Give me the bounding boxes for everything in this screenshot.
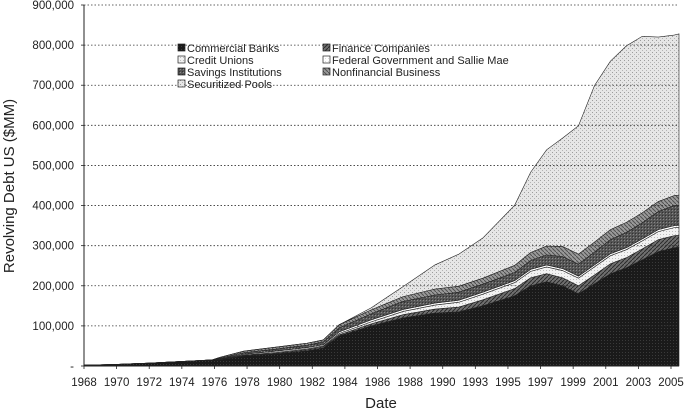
x-tick-label: 1968: [71, 377, 97, 389]
axes: [83, 5, 679, 367]
y-tick-label: 200,000: [32, 281, 74, 293]
legend: Commercial Banks Finance Companies Credit …: [177, 43, 509, 91]
x-tick-label: 1974: [169, 377, 195, 389]
y-tick-label: 300,000: [32, 241, 74, 253]
x-tick-label: 1980: [267, 377, 293, 389]
y-tick-label: 400,000: [32, 201, 74, 213]
y-tick-label: 800,000: [32, 40, 74, 52]
x-tick-label: 1982: [299, 377, 325, 389]
legend-label-commercial-banks: Commercial Banks: [187, 43, 280, 55]
x-tick-label: 1990: [430, 377, 456, 389]
x-tick-label: 1997: [528, 377, 554, 389]
y-tick-label: 100,000: [32, 321, 74, 333]
y-tick-label: 600,000: [32, 120, 74, 132]
x-tick-label: 2005: [658, 377, 684, 389]
stacked-area-layer: [83, 33, 680, 367]
area-securitized-pools: [83, 33, 680, 366]
y-axis-title: Revolving Debt US ($MM): [1, 99, 18, 273]
x-tick-label: 1995: [495, 377, 521, 389]
x-tick-label: 1976: [202, 377, 228, 389]
legend-label-savings-institutions: Savings Institutions: [187, 67, 282, 79]
legend-swatch-nonfinancial-business: [322, 67, 331, 76]
legend-label-federal-government-and-sallie-mae: Federal Government and Sallie Mae: [332, 55, 509, 67]
x-tick-label: 1986: [365, 377, 391, 389]
legend-swatch-securitized-pools: [177, 79, 186, 88]
x-tick-label: 1984: [332, 377, 358, 389]
legend-swatch-commercial-banks: [177, 43, 186, 52]
legend-swatch-finance-companies: [322, 43, 331, 52]
y-tick-label: 700,000: [32, 80, 74, 92]
legend-swatch-savings-institutions: [177, 67, 186, 76]
y-axis-ticks: - 100,000 200,000 300,000 400,000 500,000 600,…: [32, 0, 84, 373]
x-tick-label: 1972: [136, 377, 162, 389]
legend-label-nonfinancial-business: Nonfinancial Business: [332, 67, 441, 79]
y-tick-label: 900,000: [32, 0, 74, 12]
x-tick-label: 2003: [626, 377, 652, 389]
x-axis-ticks: 1968 1970 1972 1974 1976 1978 1980 1982 1984 1986…: [71, 366, 684, 389]
x-tick-label: 1988: [397, 377, 423, 389]
legend-label-finance-companies: Finance Companies: [332, 43, 430, 55]
x-tick-label: 1999: [560, 377, 586, 389]
y-tick-label: -: [70, 361, 74, 373]
y-tick-label: 500,000: [32, 160, 74, 172]
x-axis-title: Date: [365, 395, 397, 412]
x-tick-label: 1993: [463, 377, 489, 389]
legend-label-securitized-pools: Securitized Pools: [187, 79, 272, 91]
legend-swatch-credit-unions: [177, 55, 186, 64]
legend-label-credit-unions: Credit Unions: [187, 55, 254, 67]
x-tick-label: 1970: [104, 377, 130, 389]
legend-swatch-federal-government-and-sallie-mae: [322, 55, 331, 64]
x-tick-label: 1978: [234, 377, 260, 389]
x-tick-label: 2001: [593, 377, 619, 389]
